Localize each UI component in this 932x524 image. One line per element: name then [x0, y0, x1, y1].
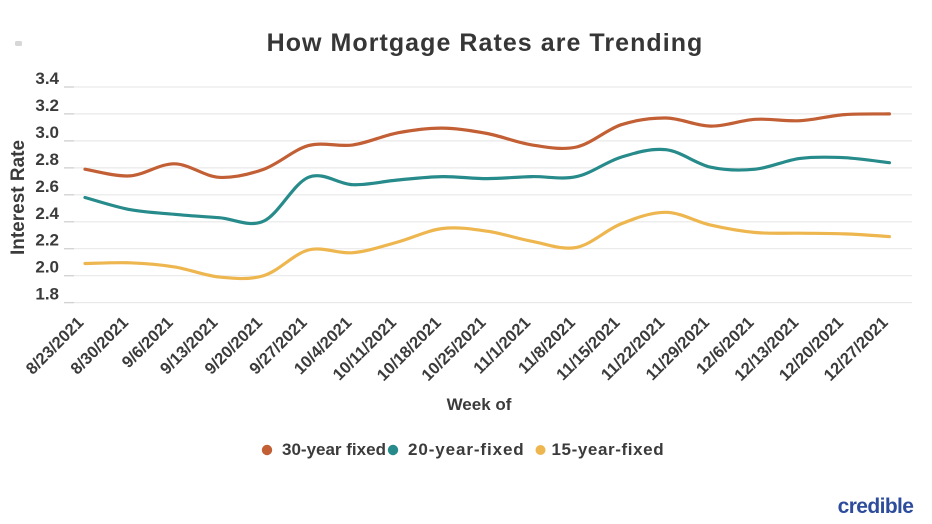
svg-text:3.2: 3.2 — [35, 96, 59, 115]
svg-text:2.0: 2.0 — [35, 258, 59, 277]
svg-text:How Mortgage Rates are Trendin: How Mortgage Rates are Trending — [267, 29, 704, 57]
svg-text:1.8: 1.8 — [35, 285, 59, 304]
svg-text:2.6: 2.6 — [35, 177, 59, 196]
svg-text:Week of: Week of — [447, 395, 512, 414]
svg-text:20-year-fixed: 20-year-fixed — [408, 440, 525, 459]
svg-text:2.2: 2.2 — [35, 231, 59, 250]
svg-text:3.4: 3.4 — [35, 69, 59, 88]
svg-text:30-year fixed: 30-year fixed — [282, 440, 386, 459]
svg-text:3.0: 3.0 — [35, 123, 59, 142]
svg-text:credible: credible — [838, 495, 914, 518]
svg-text:2.4: 2.4 — [35, 204, 59, 223]
svg-text:Interest Rate: Interest Rate — [8, 140, 29, 255]
svg-text:2.8: 2.8 — [35, 150, 59, 169]
svg-text:15-year-fixed: 15-year-fixed — [552, 440, 665, 459]
